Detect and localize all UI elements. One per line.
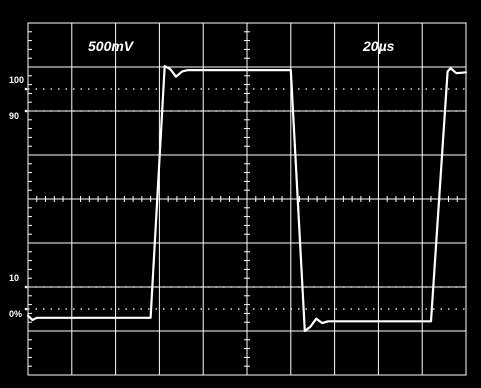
percent-markers: 100 90 10 0% — [9, 75, 466, 319]
volts-per-div-label: 500mV — [88, 38, 135, 54]
percent-label-0: 100 — [9, 75, 24, 85]
percent-dot-1 — [24, 109, 28, 113]
percent-dot-3 — [24, 307, 28, 311]
percent-dot-0 — [24, 87, 28, 91]
graticule — [27, 22, 467, 376]
percent-dot-2 — [24, 285, 28, 289]
trace-layer — [26, 65, 468, 333]
percent-label-1: 90 — [9, 111, 19, 121]
time-per-div-label: 20µs — [362, 38, 395, 54]
series-line-0 — [26, 65, 468, 333]
percent-label-3: 0% — [9, 309, 22, 319]
percent-label-2: 10 — [9, 273, 19, 283]
